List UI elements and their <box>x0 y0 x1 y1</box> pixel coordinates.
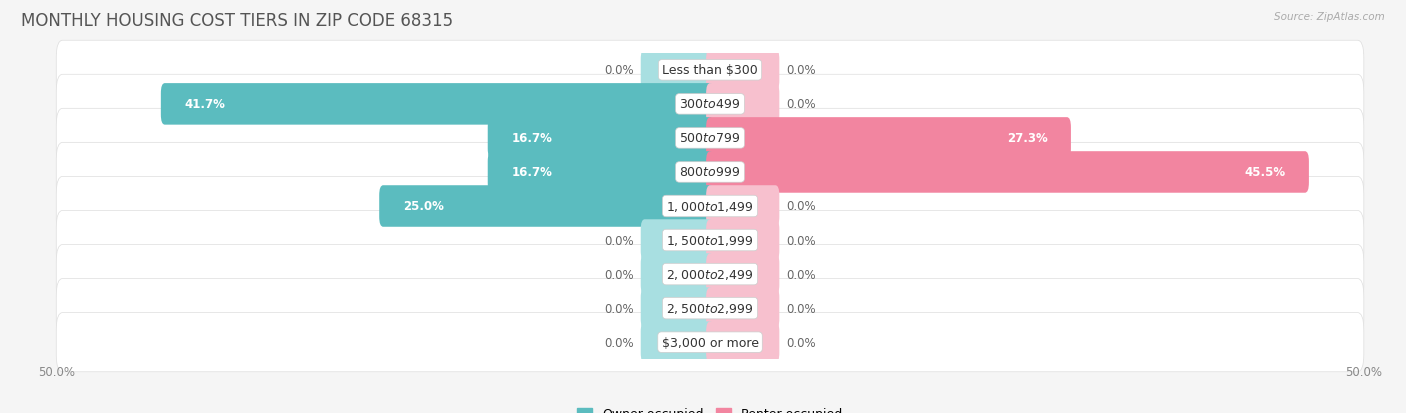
Text: $2,500 to $2,999: $2,500 to $2,999 <box>666 301 754 316</box>
FancyBboxPatch shape <box>706 254 779 295</box>
FancyBboxPatch shape <box>641 254 714 295</box>
Text: 27.3%: 27.3% <box>1007 132 1047 145</box>
Text: $300 to $499: $300 to $499 <box>679 98 741 111</box>
Text: 0.0%: 0.0% <box>605 302 634 315</box>
Text: 25.0%: 25.0% <box>402 200 444 213</box>
Text: 0.0%: 0.0% <box>605 234 634 247</box>
FancyBboxPatch shape <box>56 211 1364 270</box>
FancyBboxPatch shape <box>488 152 714 193</box>
Text: 0.0%: 0.0% <box>786 336 815 349</box>
Text: Less than $300: Less than $300 <box>662 64 758 77</box>
Text: 0.0%: 0.0% <box>786 64 815 77</box>
FancyBboxPatch shape <box>56 177 1364 236</box>
Text: Source: ZipAtlas.com: Source: ZipAtlas.com <box>1274 12 1385 22</box>
Text: $2,000 to $2,499: $2,000 to $2,499 <box>666 268 754 281</box>
Text: 0.0%: 0.0% <box>605 336 634 349</box>
FancyBboxPatch shape <box>706 118 1071 159</box>
Text: $3,000 or more: $3,000 or more <box>662 336 758 349</box>
FancyBboxPatch shape <box>641 288 714 329</box>
Legend: Owner-occupied, Renter-occupied: Owner-occupied, Renter-occupied <box>576 407 844 413</box>
FancyBboxPatch shape <box>706 288 779 329</box>
FancyBboxPatch shape <box>56 245 1364 304</box>
Text: 16.7%: 16.7% <box>512 166 553 179</box>
FancyBboxPatch shape <box>56 41 1364 100</box>
FancyBboxPatch shape <box>706 152 1309 193</box>
FancyBboxPatch shape <box>641 220 714 261</box>
Text: 0.0%: 0.0% <box>605 268 634 281</box>
FancyBboxPatch shape <box>706 322 779 363</box>
FancyBboxPatch shape <box>706 84 779 125</box>
Text: 0.0%: 0.0% <box>786 98 815 111</box>
Text: 0.0%: 0.0% <box>605 64 634 77</box>
Text: MONTHLY HOUSING COST TIERS IN ZIP CODE 68315: MONTHLY HOUSING COST TIERS IN ZIP CODE 6… <box>21 12 453 30</box>
Text: 0.0%: 0.0% <box>786 200 815 213</box>
Text: 0.0%: 0.0% <box>786 268 815 281</box>
Text: 16.7%: 16.7% <box>512 132 553 145</box>
FancyBboxPatch shape <box>56 279 1364 338</box>
Text: 0.0%: 0.0% <box>786 234 815 247</box>
FancyBboxPatch shape <box>380 186 714 227</box>
Text: $500 to $799: $500 to $799 <box>679 132 741 145</box>
FancyBboxPatch shape <box>56 313 1364 372</box>
FancyBboxPatch shape <box>56 143 1364 202</box>
FancyBboxPatch shape <box>56 109 1364 168</box>
Text: $1,500 to $1,999: $1,500 to $1,999 <box>666 233 754 247</box>
FancyBboxPatch shape <box>706 220 779 261</box>
FancyBboxPatch shape <box>706 50 779 91</box>
FancyBboxPatch shape <box>641 322 714 363</box>
FancyBboxPatch shape <box>641 50 714 91</box>
Text: 0.0%: 0.0% <box>786 302 815 315</box>
Text: 41.7%: 41.7% <box>184 98 225 111</box>
Text: 45.5%: 45.5% <box>1244 166 1285 179</box>
Text: $1,000 to $1,499: $1,000 to $1,499 <box>666 199 754 214</box>
FancyBboxPatch shape <box>160 84 714 125</box>
FancyBboxPatch shape <box>706 186 779 227</box>
FancyBboxPatch shape <box>488 118 714 159</box>
Text: $800 to $999: $800 to $999 <box>679 166 741 179</box>
FancyBboxPatch shape <box>56 75 1364 134</box>
